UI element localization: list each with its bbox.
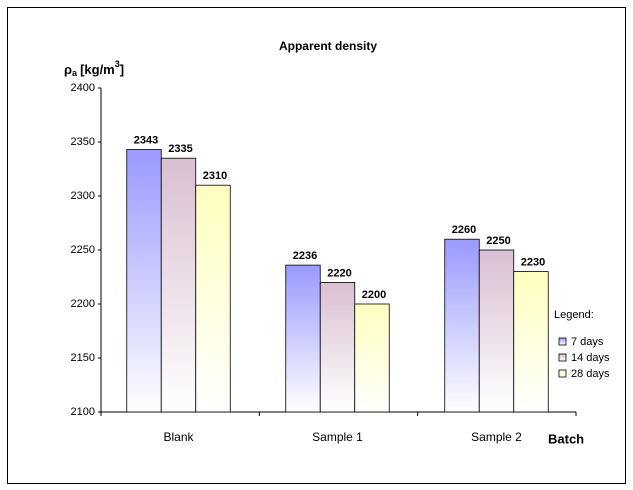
y-tick-label: 2250 [71,244,95,256]
y-tick-label: 2350 [71,136,95,148]
bar [319,281,356,413]
bar [354,303,390,413]
y-label-close: ] [120,62,124,77]
value-label: 2250 [486,235,510,247]
bar [126,149,162,413]
chart-title: Apparent density [279,39,377,53]
y-label-symbol: ρ [64,62,72,77]
bar [444,238,480,413]
y-axis-label: ρa [kg/m3] [64,59,124,78]
y-tick-label: 2300 [71,190,95,202]
value-label: 2220 [327,267,351,279]
x-tick-label: Blank [163,430,194,444]
bar [160,157,197,413]
y-tick-label: 2100 [71,406,95,418]
value-label: 2335 [168,143,192,155]
value-label: 2260 [452,224,476,236]
y-tick-label: 2150 [71,352,95,364]
legend-swatch [558,337,567,346]
value-label: 2343 [134,134,158,146]
legend-title: Legend: [554,309,594,321]
legend-label: 28 days [571,368,610,380]
value-label: 2200 [362,289,386,301]
value-label: 2310 [203,170,227,182]
x-tick-label: Sample 1 [312,430,363,444]
y-label-subscript: a [72,68,78,78]
bar [285,264,321,413]
legend-swatch [558,369,567,378]
legend-swatch [558,353,567,362]
value-label: 2236 [293,250,317,262]
legend-label: 14 days [571,352,610,364]
value-label: 2230 [521,257,545,269]
y-label-unit: [kg/m [80,62,115,77]
legend-label: 7 days [571,336,604,348]
y-label-superscript: 3 [115,59,120,69]
y-tick-label: 2400 [71,82,95,94]
bar [513,271,549,413]
bar [478,249,515,413]
x-axis-label: Batch [548,431,584,446]
x-tick-label: Sample 2 [471,430,522,444]
y-tick-label: 2200 [71,298,95,310]
bar [195,184,231,413]
